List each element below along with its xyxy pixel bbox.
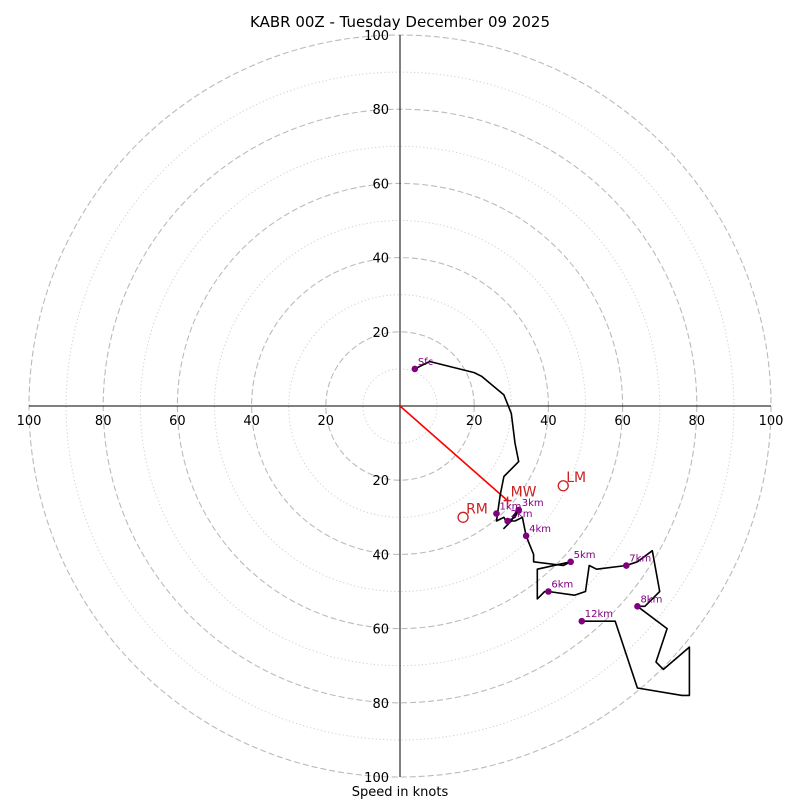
tick-right-80: 80 (689, 414, 706, 429)
marker-label-3km: 3km (522, 498, 544, 509)
marker-3km (515, 506, 523, 514)
tick-right-60: 60 (614, 414, 631, 429)
hodograph-trace (414, 360, 691, 697)
tick-bottom-80: 80 (372, 697, 389, 712)
marker-5km (567, 558, 574, 566)
tick-bottom-40: 40 (372, 548, 389, 563)
chart-title: KABR 00Z - Tuesday December 09 2025 (250, 13, 550, 31)
tick-left-40: 40 (243, 414, 260, 429)
motion-lm (557, 480, 569, 492)
tick-top-80: 80 (372, 103, 389, 118)
marker-label-2km: 2km (511, 509, 533, 520)
marker-label-8km: 8km (640, 594, 662, 605)
tick-top-60: 60 (372, 177, 389, 192)
marker-8km (634, 603, 641, 610)
tick-right-20: 20 (466, 414, 483, 429)
marker-label-12km: 12km (585, 609, 613, 620)
marker-label-5km: 5km (574, 550, 596, 561)
marker-label-6km: 6km (551, 580, 573, 591)
tick-left-20: 20 (318, 414, 335, 429)
tick-labels: 20 40 60 80 100 20 40 60 80 100 20 40 60 80 100 20 40 60 8… (17, 29, 784, 786)
tick-top-40: 40 (372, 252, 389, 267)
tick-top-100: 100 (364, 29, 389, 44)
tick-left-80: 80 (95, 414, 112, 429)
x-axis-label: Speed in knots (352, 785, 449, 800)
marker-7km (623, 562, 630, 569)
marker-label-4km: 4km (529, 524, 551, 535)
tick-bottom-20: 20 (372, 474, 389, 489)
marker-6km (545, 588, 552, 595)
tick-right-40: 40 (540, 414, 557, 429)
tick-left-100: 100 (17, 414, 42, 429)
storm-motions: RM LM MW (457, 470, 586, 523)
tick-bottom-100: 100 (364, 771, 389, 786)
shear-vector (399, 405, 509, 502)
marker-label-1km: 1km (499, 502, 521, 513)
tick-bottom-60: 60 (372, 623, 389, 638)
shear-line (399, 405, 509, 502)
motion-rm (457, 511, 469, 523)
marker-label-7km: 7km (629, 554, 651, 565)
motion-label-mw: MW (511, 485, 537, 501)
trace-line (414, 360, 691, 697)
motion-label-lm: LM (566, 470, 586, 486)
marker-4km (522, 532, 530, 540)
marker-label-sfc: Sfc (418, 357, 433, 368)
tick-left-60: 60 (169, 414, 186, 429)
marker-sfc (411, 365, 419, 373)
tick-top-20: 20 (372, 326, 389, 341)
tick-right-100: 100 (759, 414, 784, 429)
motion-label-rm: RM (466, 501, 488, 517)
marker-1km (493, 510, 500, 517)
marker-2km (504, 517, 511, 525)
marker-12km (578, 617, 586, 625)
